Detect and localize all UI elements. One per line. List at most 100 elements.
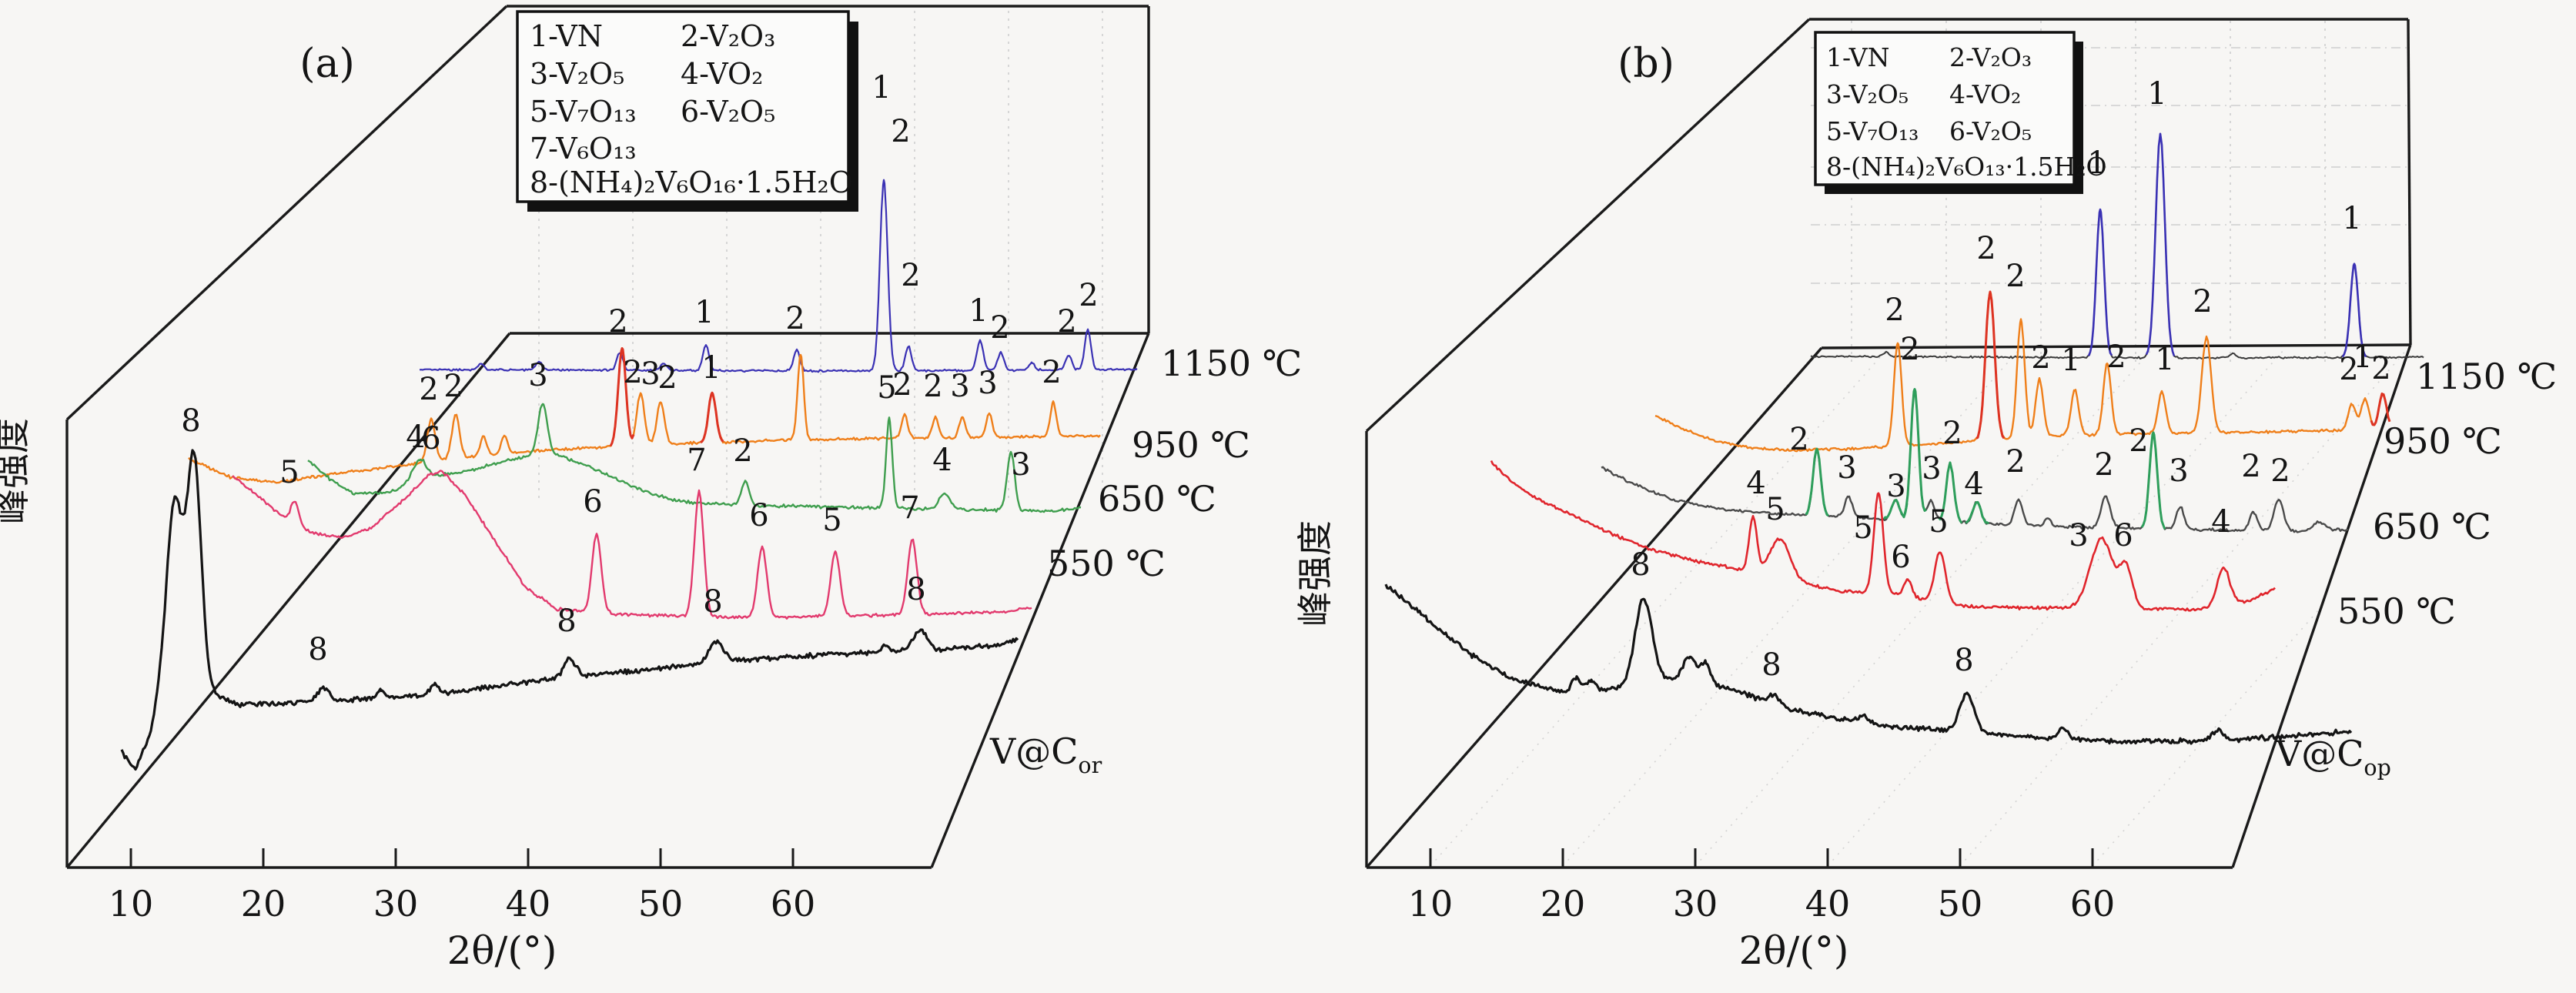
phase-label-2: 2 — [1789, 422, 1808, 457]
phase-label-2: 2 — [990, 310, 1009, 346]
panel-b-x-ticks: 10 20 30 40 50 60 — [1408, 848, 2116, 924]
panel-b-temperature-labels: 1150 ℃ 950 ℃ 650 ℃ 550 ℃ — [2337, 356, 2557, 632]
phase-label-8: 8 — [1954, 643, 1973, 678]
phase-label-1: 1 — [2061, 343, 2080, 378]
peak-highlight — [2341, 262, 2367, 358]
phase-label-2: 2 — [657, 360, 677, 396]
x-tick-label: 50 — [1938, 883, 1983, 924]
trace-a-550C: 5 6 6 7 6 5 7 — [232, 421, 1032, 620]
phase-label-4: 4 — [932, 443, 952, 478]
phase-label-8: 8 — [906, 572, 925, 607]
phase-label-7: 7 — [900, 490, 919, 526]
panel-b-sample-label: V@Cop — [2275, 733, 2391, 781]
legend-entry: 5-V₇O₁₃ — [530, 95, 637, 129]
phase-label-1: 1 — [2353, 339, 2372, 375]
phase-label-3: 3 — [2069, 518, 2088, 553]
phase-label-2: 2 — [1079, 278, 1098, 313]
legend-entry: 1-VN — [1826, 42, 1889, 72]
phase-label-2: 2 — [901, 258, 920, 293]
peak-highlight — [1805, 447, 1829, 517]
panel-b-letter: (b) — [1618, 41, 1674, 87]
legend-entry: 3-V₂O₅ — [1826, 79, 1909, 109]
phase-label-2: 2 — [2006, 444, 2025, 480]
trace-a-V@C-or: 8 8 8 8 8 — [120, 403, 1019, 771]
phase-label-2: 2 — [1885, 293, 1904, 328]
phase-label-2: 2 — [2031, 340, 2050, 376]
panel-a-x-ticks: 10 20 30 40 50 60 — [109, 848, 816, 924]
phase-label-2: 2 — [2006, 259, 2025, 294]
temperature-label: 1150 ℃ — [1161, 343, 1302, 384]
panel-b-x-axis-title: 2θ/(°) — [1739, 928, 1849, 973]
panel-a-temperature-labels: 1150 ℃ 950 ℃ 650 ℃ 550 ℃ — [1047, 343, 1302, 584]
panel-a-sample-label: V@Cor — [989, 731, 1102, 778]
phase-label-2: 2 — [2193, 284, 2212, 319]
temperature-label: 550 ℃ — [2337, 590, 2456, 632]
temperature-label: 550 ℃ — [1047, 543, 1166, 584]
legend-entry: 7-V₆O₁₃ — [530, 132, 637, 166]
x-tick-label: 60 — [2070, 883, 2116, 924]
phase-label-6: 6 — [2113, 518, 2133, 553]
legend-entry: 5-V₇O₁₃ — [1826, 116, 1919, 146]
phase-label-2: 2 — [1942, 416, 1962, 451]
panel-a-letter: (a) — [299, 41, 355, 87]
phase-label-5: 5 — [1765, 492, 1785, 527]
phase-label-2: 2 — [892, 367, 912, 403]
phase-label-2: 2 — [2241, 449, 2260, 484]
phase-label-2: 2 — [608, 304, 627, 339]
phase-label-5: 5 — [1929, 504, 1948, 540]
phase-label-8: 8 — [308, 632, 327, 667]
phase-label-1: 1 — [969, 293, 988, 329]
panel-b-frame — [1365, 18, 2412, 869]
phase-label-2: 2 — [623, 355, 642, 390]
panel-a-legend: 1-VN 2-V₂O₃ 3-V₂O₅ 4-VO₂ 5-V₇O₁₃ 6-V₂O₅ 7-V₆O₁… — [516, 10, 858, 212]
phase-label-1: 1 — [2147, 76, 2166, 112]
legend-box — [516, 10, 850, 203]
phase-label-3: 3 — [1837, 450, 1856, 486]
legend-entry: 4-VO₂ — [681, 57, 763, 91]
panel-a-x-axis-title: 2θ/(°) — [447, 928, 557, 973]
phase-label-2: 2 — [2094, 447, 2113, 483]
phase-label-3: 3 — [1886, 469, 1905, 504]
phase-label-4: 4 — [1964, 466, 1983, 502]
panel-b-legend: 1-VN 2-V₂O₃ 3-V₂O₅ 4-VO₂ 5-V₇O₁₃ 6-V₂O₅ 8-(NH₄… — [1814, 31, 2107, 194]
peak-highlight — [1937, 461, 1963, 524]
x-tick-label: 30 — [373, 883, 419, 924]
temperature-label: 1150 ℃ — [2416, 356, 2557, 397]
x-tick-label: 30 — [1673, 883, 1718, 924]
panel-a-y-axis-label: 峰强度 — [0, 418, 33, 524]
phase-label-6: 6 — [583, 484, 602, 520]
temperature-label: 950 ℃ — [2384, 420, 2502, 462]
phase-label-8: 8 — [557, 603, 576, 639]
phase-label-5: 5 — [1853, 510, 1872, 546]
phase-label-1: 1 — [2087, 145, 2106, 181]
legend-entry: 2-V₂O₃ — [681, 19, 775, 53]
phase-label-6: 6 — [1891, 540, 1910, 575]
panel-b-y-axis-label: 峰强度 — [1294, 520, 1336, 627]
x-tick-label: 60 — [771, 883, 816, 924]
phase-label-5: 5 — [877, 370, 896, 406]
peak-highlight — [1882, 498, 1909, 520]
phase-label-2: 2 — [733, 433, 752, 469]
phase-label-2: 2 — [891, 114, 910, 149]
phase-label-4: 4 — [2211, 504, 2230, 540]
trace-b-1150C: 1 1 1 — [1810, 76, 2424, 360]
phase-label-2: 2 — [785, 301, 805, 336]
x-tick-label: 10 — [109, 883, 154, 924]
peak-highlight — [1902, 388, 1927, 517]
phase-label-1: 1 — [694, 295, 714, 330]
legend-box — [1814, 31, 2076, 186]
peak-highlight — [2140, 431, 2166, 530]
phase-label-8: 8 — [1761, 647, 1781, 683]
phase-label-2: 2 — [1042, 355, 1061, 390]
phase-label-1: 1 — [2342, 201, 2361, 236]
phase-label-3: 3 — [950, 369, 969, 404]
phase-label-3: 3 — [978, 366, 997, 401]
phase-label-3: 3 — [2169, 453, 2188, 489]
